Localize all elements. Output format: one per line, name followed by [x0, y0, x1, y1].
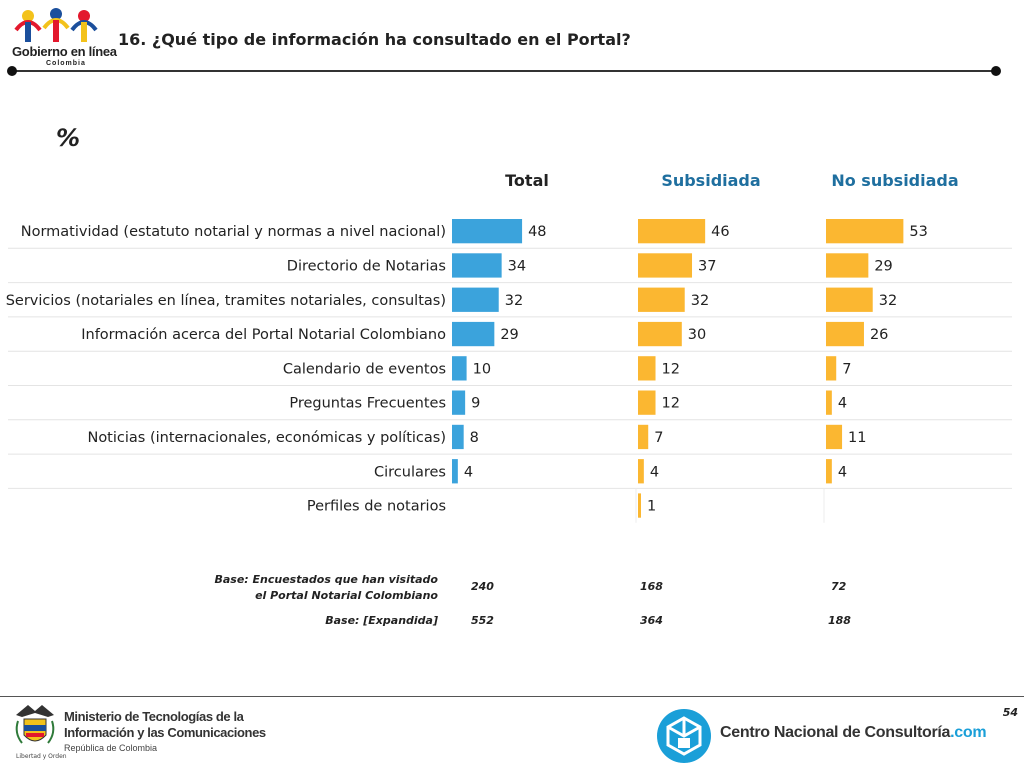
bar-no-subsidiada	[826, 459, 832, 484]
ministry-name-line1: Ministerio de Tecnologías de la	[64, 709, 244, 724]
cnc-cube-icon	[657, 709, 711, 763]
bar-no-subsidiada	[826, 390, 832, 415]
column-header-no-subsidiada: No subsidiada	[831, 171, 959, 190]
bar-subsidiada	[638, 321, 682, 347]
data-label: 1	[647, 499, 656, 515]
data-label: 53	[909, 224, 927, 240]
bar-total	[452, 287, 499, 312]
bar-subsidiada	[638, 356, 656, 381]
bar-chart: Normatividad (estatuto notarial y normas…	[6, 219, 1012, 523]
data-label: 12	[662, 361, 680, 377]
data-label: 12	[662, 396, 680, 412]
category-label: Circulares	[374, 464, 446, 480]
ministry-logo: Ministerio de Tecnologías de la Informac…	[12, 703, 266, 763]
header-divider	[12, 70, 996, 72]
bar-subsidiada	[638, 493, 641, 518]
divider-right-dot	[991, 66, 1001, 76]
bar-no-subsidiada	[826, 356, 837, 381]
bar-total	[452, 459, 458, 484]
data-label: 37	[698, 258, 716, 274]
people-figures-icon	[14, 8, 98, 42]
data-label: 29	[874, 258, 892, 274]
ministry-motto: Libertad y Orden	[16, 753, 67, 760]
column-header-subsidiada: Subsidiada	[661, 171, 761, 190]
gobierno-en-linea-logo: Gobierno en línea Colombia	[8, 4, 117, 70]
base-value-no-subsidiada: 72	[831, 580, 847, 593]
data-label: 11	[848, 430, 866, 446]
category-label: Normatividad (estatuto notarial y normas…	[21, 224, 446, 240]
data-label: 4	[650, 464, 659, 480]
base-label-visitors-line1: Base: Encuestados que han visitado	[214, 573, 438, 586]
ministry-country: República de Colombia	[64, 743, 158, 753]
bar-total	[452, 253, 502, 278]
base-value-total: 240	[471, 580, 494, 593]
base-expanded-total: 552	[471, 614, 494, 627]
footer-divider	[0, 696, 1024, 697]
page-number: 54	[1002, 706, 1018, 719]
data-label: 34	[508, 258, 526, 274]
data-label: 46	[711, 224, 729, 240]
cnc-name-main: Centro Nacional de Consultoría	[720, 724, 951, 741]
data-label: 7	[842, 361, 851, 377]
cnc-logo: Centro Nacional de Consultoría.com	[656, 708, 987, 764]
logo-country: Colombia	[46, 60, 86, 67]
bar-total	[452, 390, 466, 415]
data-label: 7	[654, 430, 663, 446]
bar-subsidiada	[638, 424, 649, 450]
base-label-expanded: Base: [Expandida]	[325, 614, 438, 627]
bar-total	[452, 356, 467, 381]
category-label: Calendario de eventos	[283, 361, 446, 377]
bar-subsidiada	[638, 459, 644, 484]
bar-no-subsidiada	[826, 321, 864, 347]
bar-subsidiada	[638, 219, 706, 244]
bar-no-subsidiada	[826, 253, 869, 278]
data-label: 29	[500, 327, 518, 343]
base-expanded-subsidiada: 364	[640, 614, 663, 627]
data-label: 4	[838, 464, 847, 480]
base-expanded-no-subsidiada: 188	[828, 614, 851, 627]
bar-no-subsidiada	[826, 287, 873, 312]
base-label-visitors-line2: el Portal Notarial Colombiano	[255, 589, 438, 602]
unit-label: %	[56, 124, 81, 152]
bar-subsidiada	[638, 390, 656, 415]
bar-total	[452, 321, 495, 347]
data-label: 8	[470, 430, 479, 446]
column-header-total: Total	[505, 171, 549, 190]
data-label: 26	[870, 327, 888, 343]
data-label: 4	[838, 396, 847, 412]
page-title: 16. ¿Qué tipo de información ha consulta…	[118, 30, 631, 49]
coat-of-arms-icon	[15, 705, 55, 744]
data-label: 4	[464, 464, 473, 480]
logo-name: Gobierno en línea	[12, 44, 117, 59]
cnc-name: Centro Nacional de Consultoría.com	[720, 724, 987, 742]
data-label: 9	[471, 396, 480, 412]
category-label: Perfiles de notarios	[307, 499, 446, 515]
data-label: 32	[691, 293, 709, 309]
bar-subsidiada	[638, 287, 685, 312]
divider-left-dot	[7, 66, 17, 76]
data-label: 30	[688, 327, 706, 343]
data-label: 48	[528, 224, 546, 240]
bar-subsidiada	[638, 253, 693, 278]
category-label: Información acerca del Portal Notarial C…	[81, 327, 446, 343]
category-label: Preguntas Frecuentes	[289, 396, 446, 412]
bar-total	[452, 219, 523, 244]
data-label: 10	[473, 361, 491, 377]
bar-no-subsidiada	[826, 424, 843, 450]
ministry-name-line2: Información y las Comunicaciones	[64, 725, 266, 740]
bar-total	[452, 424, 464, 450]
bar-no-subsidiada	[826, 219, 904, 244]
base-value-subsidiada: 168	[640, 580, 663, 593]
data-label: 32	[879, 293, 897, 309]
data-label: 32	[505, 293, 523, 309]
base-label-visitors: Base: Encuestados que han visitado el Po…	[214, 572, 438, 604]
cnc-domain: .com	[950, 724, 987, 741]
category-label: Servicios (notariales en línea, tramites…	[6, 293, 446, 309]
category-label: Noticias (internacionales, económicas y …	[87, 430, 446, 446]
category-label: Directorio de Notarias	[287, 258, 446, 274]
